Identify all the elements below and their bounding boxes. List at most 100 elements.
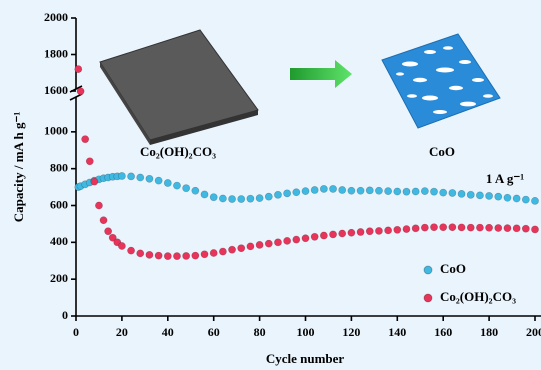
data-point: [228, 195, 235, 202]
data-point: [394, 188, 401, 195]
data-point: [329, 185, 336, 192]
data-point: [495, 193, 502, 200]
data-point: [137, 174, 144, 181]
legend-marker: [424, 266, 432, 274]
data-point: [247, 243, 254, 250]
data-point: [105, 228, 112, 235]
x-tick-label: 200: [526, 325, 541, 339]
data-point: [522, 196, 529, 203]
annotation: 1 A g⁻¹: [486, 171, 524, 186]
data-point: [238, 195, 245, 202]
data-point: [531, 197, 538, 204]
data-point: [100, 217, 107, 224]
data-point: [430, 188, 437, 195]
data-point: [238, 245, 245, 252]
data-point: [210, 249, 217, 256]
data-point: [440, 224, 447, 231]
data-point: [320, 185, 327, 192]
data-point: [210, 194, 217, 201]
data-point: [385, 227, 392, 234]
data-point: [449, 189, 456, 196]
annotation: Co₂(OH)₂CO₃: [140, 144, 216, 159]
data-point: [449, 224, 456, 231]
data-point: [146, 251, 153, 258]
data-point: [385, 188, 392, 195]
x-tick-label: 80: [254, 325, 266, 339]
data-point: [173, 253, 180, 260]
data-point: [302, 235, 309, 242]
data-point: [155, 177, 162, 184]
data-point: [91, 178, 98, 185]
data-point: [95, 202, 102, 209]
data-point: [228, 246, 235, 253]
data-point: [458, 224, 465, 231]
data-point: [173, 182, 180, 189]
x-tick-label: 40: [162, 325, 174, 339]
x-axis-label: Cycle number: [266, 351, 345, 366]
data-point: [366, 228, 373, 235]
data-point: [265, 240, 272, 247]
data-point: [274, 239, 281, 246]
data-point: [118, 242, 125, 249]
data-point: [458, 190, 465, 197]
data-point: [495, 224, 502, 231]
data-point: [421, 188, 428, 195]
data-point: [247, 195, 254, 202]
x-tick-label: 140: [388, 325, 406, 339]
annotation: CoO: [429, 144, 455, 159]
y-axis-label: Capacity / mA h g⁻¹: [11, 112, 26, 223]
data-point: [320, 232, 327, 239]
data-point: [201, 191, 208, 198]
y-tick-label: 1800: [44, 46, 68, 60]
data-point: [513, 195, 520, 202]
data-point: [127, 247, 134, 254]
data-point: [265, 193, 272, 200]
y-tick-label: 1600: [44, 83, 68, 97]
data-point: [375, 187, 382, 194]
x-tick-label: 100: [297, 325, 315, 339]
data-point: [293, 189, 300, 196]
data-point: [256, 195, 263, 202]
y-tick-label: 800: [50, 160, 68, 174]
data-point: [293, 236, 300, 243]
data-point: [339, 186, 346, 193]
data-point: [412, 188, 419, 195]
chart: Co₂(OH)₂CO₃ CoO 1 A g⁻¹ Cycle number Cap…: [0, 0, 541, 370]
data-point: [201, 251, 208, 258]
y-tick-label: 2000: [44, 10, 68, 24]
data-point: [311, 186, 318, 193]
data-point: [486, 192, 493, 199]
data-point: [504, 194, 511, 201]
x-tick-label: 20: [116, 325, 128, 339]
data-point: [155, 252, 162, 259]
data-point: [421, 224, 428, 231]
x-tick-label: 160: [434, 325, 452, 339]
data-point: [118, 172, 125, 179]
data-point: [137, 250, 144, 257]
data-point: [339, 230, 346, 237]
data-point: [164, 253, 171, 260]
data-point: [219, 195, 226, 202]
data-point: [192, 187, 199, 194]
data-point: [329, 231, 336, 238]
data-point: [219, 248, 226, 255]
data-point: [183, 185, 190, 192]
data-point: [412, 225, 419, 232]
data-point: [486, 224, 493, 231]
legend-label: Co₂(OH)₂CO₃: [440, 289, 516, 304]
y-tick-label: 0: [62, 308, 68, 322]
data-point: [504, 225, 511, 232]
data-point: [430, 224, 437, 231]
data-point: [357, 228, 364, 235]
data-point: [476, 224, 483, 231]
data-point: [284, 190, 291, 197]
data-point: [348, 187, 355, 194]
data-point: [403, 225, 410, 232]
data-point: [403, 188, 410, 195]
data-point: [256, 241, 263, 248]
data-point: [357, 187, 364, 194]
data-point: [183, 252, 190, 259]
data-point: [440, 189, 447, 196]
data-point: [77, 88, 84, 95]
data-point: [394, 226, 401, 233]
